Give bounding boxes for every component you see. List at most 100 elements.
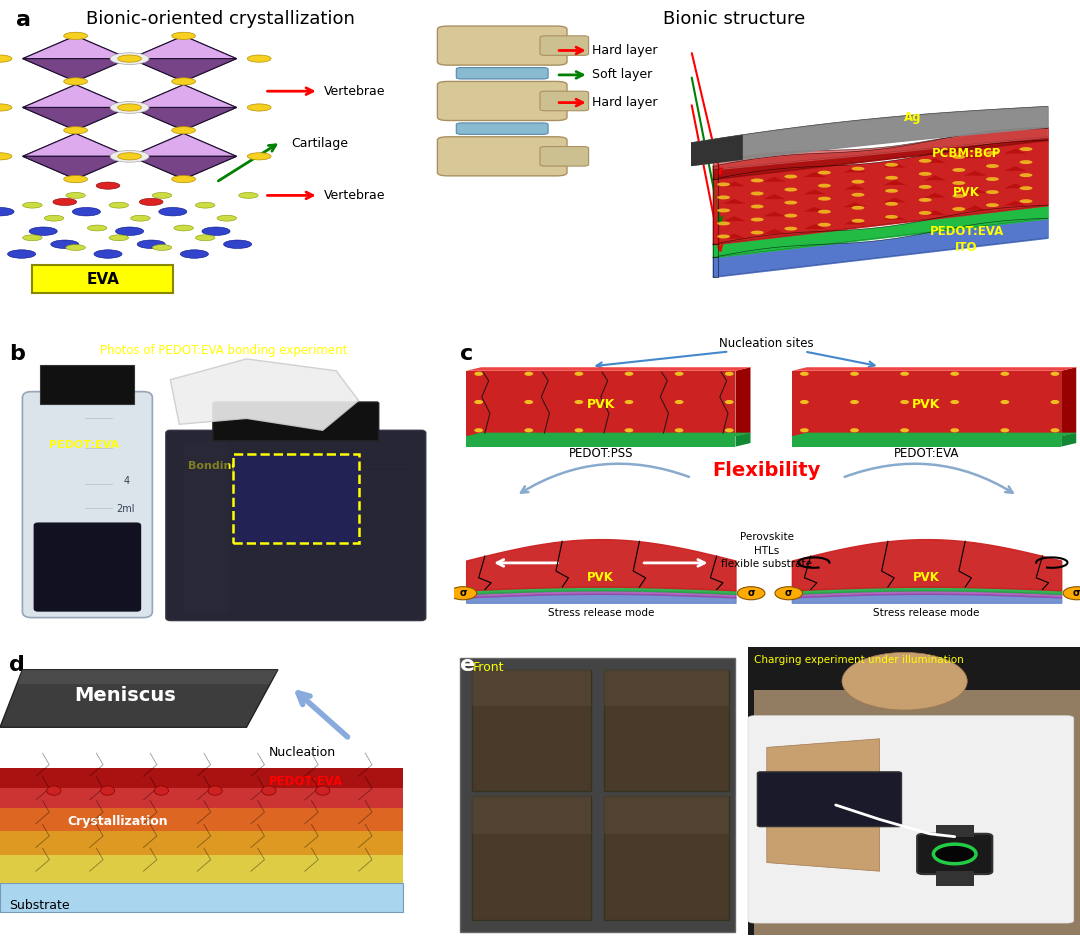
Circle shape [919, 211, 932, 215]
Circle shape [1020, 186, 1032, 190]
Text: PVK: PVK [954, 186, 980, 198]
Circle shape [224, 240, 252, 248]
Circle shape [624, 372, 633, 376]
Polygon shape [804, 207, 826, 211]
Circle shape [1051, 400, 1059, 404]
FancyBboxPatch shape [540, 36, 589, 56]
Polygon shape [1004, 149, 1026, 154]
Circle shape [118, 55, 141, 62]
Text: Bonding area: Bonding area [188, 461, 271, 514]
Polygon shape [131, 36, 184, 81]
Circle shape [64, 126, 87, 134]
Bar [460, 658, 735, 932]
Circle shape [800, 400, 809, 404]
Text: Nucleation sites: Nucleation sites [719, 337, 814, 350]
Circle shape [775, 586, 802, 599]
Bar [0, 808, 404, 831]
Polygon shape [23, 85, 129, 108]
Circle shape [725, 400, 733, 404]
Circle shape [0, 208, 14, 216]
Polygon shape [1062, 432, 1077, 447]
Polygon shape [23, 36, 129, 59]
FancyBboxPatch shape [457, 123, 549, 134]
Text: Cartilage: Cartilage [292, 137, 349, 150]
Circle shape [217, 215, 237, 221]
Circle shape [154, 786, 168, 795]
FancyBboxPatch shape [437, 26, 567, 65]
Circle shape [525, 429, 534, 432]
Circle shape [152, 244, 172, 250]
Text: Crystallization: Crystallization [67, 816, 167, 828]
Circle shape [851, 219, 864, 223]
FancyBboxPatch shape [540, 146, 589, 166]
Text: Nucleation: Nucleation [269, 746, 336, 759]
Bar [467, 371, 735, 436]
Circle shape [986, 164, 999, 168]
Polygon shape [0, 883, 404, 912]
Bar [748, 647, 1080, 935]
Polygon shape [792, 432, 1077, 436]
Circle shape [174, 225, 193, 231]
Circle shape [449, 586, 476, 599]
Polygon shape [963, 188, 986, 193]
Circle shape [247, 104, 271, 111]
Circle shape [110, 102, 149, 113]
Circle shape [525, 400, 534, 404]
Circle shape [850, 372, 859, 376]
Circle shape [172, 32, 195, 40]
Circle shape [1020, 173, 1032, 177]
Circle shape [675, 400, 684, 404]
Circle shape [44, 215, 64, 221]
Polygon shape [23, 36, 76, 81]
Circle shape [261, 786, 276, 795]
Circle shape [624, 429, 633, 432]
Circle shape [110, 53, 149, 64]
Text: b: b [9, 344, 25, 364]
Circle shape [1051, 429, 1059, 432]
Circle shape [474, 400, 483, 404]
Circle shape [784, 175, 797, 178]
Circle shape [474, 372, 483, 376]
Polygon shape [1004, 183, 1026, 189]
FancyBboxPatch shape [213, 402, 379, 441]
Polygon shape [923, 158, 946, 163]
Circle shape [717, 222, 730, 226]
Polygon shape [883, 162, 906, 168]
Text: Photos of PEDOT:EVA bonding experiment: Photos of PEDOT:EVA bonding experiment [100, 344, 348, 357]
Circle shape [152, 193, 172, 198]
Circle shape [751, 205, 764, 209]
FancyBboxPatch shape [23, 392, 152, 617]
FancyBboxPatch shape [540, 92, 589, 110]
Circle shape [0, 104, 12, 111]
Text: Hard layer: Hard layer [592, 96, 658, 110]
Polygon shape [131, 108, 237, 130]
Polygon shape [467, 432, 751, 436]
Polygon shape [23, 157, 129, 179]
Text: PEDOT:EVA: PEDOT:EVA [930, 225, 1003, 238]
Polygon shape [171, 359, 359, 430]
Polygon shape [23, 85, 76, 130]
Circle shape [1020, 147, 1032, 151]
Text: PVK: PVK [913, 398, 941, 411]
Text: Flexibility: Flexibility [713, 461, 821, 480]
Circle shape [575, 400, 583, 404]
FancyBboxPatch shape [437, 137, 567, 176]
Polygon shape [963, 171, 986, 176]
Circle shape [1000, 400, 1009, 404]
Circle shape [137, 240, 165, 248]
FancyBboxPatch shape [166, 430, 426, 620]
Text: σ: σ [459, 588, 467, 598]
Circle shape [100, 786, 114, 795]
Bar [0, 767, 404, 787]
Polygon shape [1004, 166, 1026, 171]
Polygon shape [131, 85, 237, 108]
Circle shape [315, 786, 329, 795]
Circle shape [850, 429, 859, 432]
Circle shape [195, 235, 215, 241]
Polygon shape [713, 258, 718, 277]
Circle shape [110, 150, 149, 162]
Bar [0, 787, 404, 808]
Bar [604, 797, 729, 834]
Circle shape [751, 217, 764, 222]
Circle shape [986, 151, 999, 155]
